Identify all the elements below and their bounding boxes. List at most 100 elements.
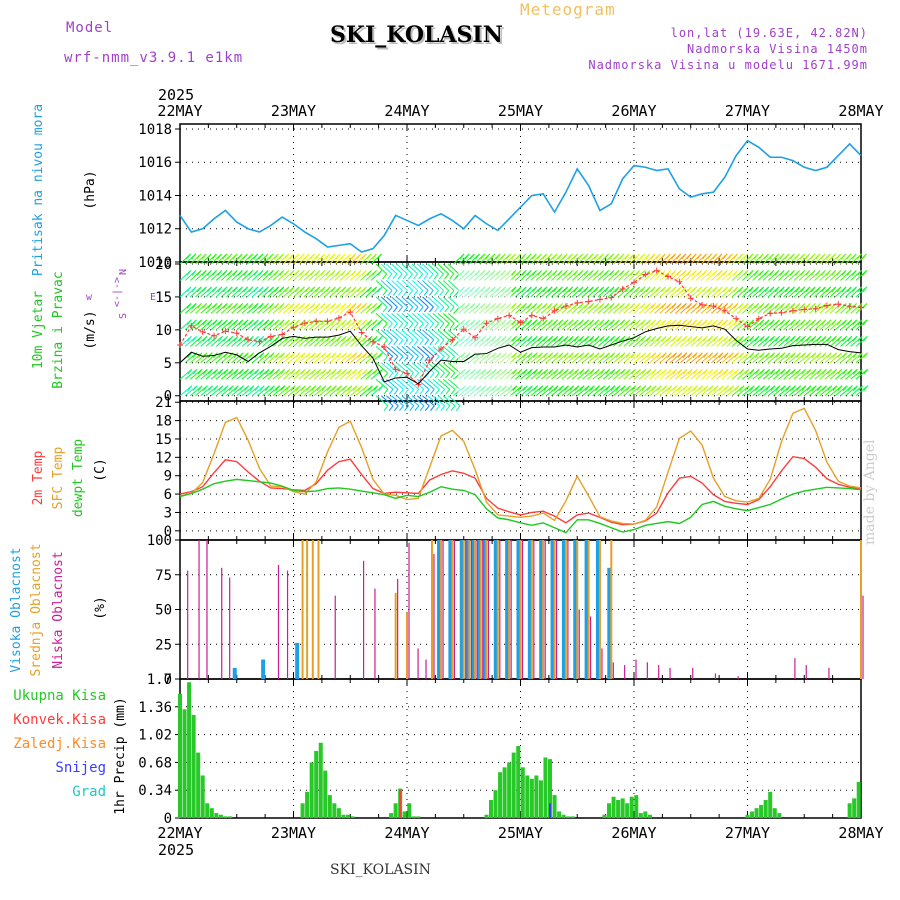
total-precip-bar — [305, 791, 310, 818]
wind-barb-flag — [305, 336, 311, 342]
wind-barb-flag — [574, 385, 580, 392]
total-precip-bar — [411, 816, 416, 818]
wind-barb-flag — [522, 368, 528, 375]
wind-barb-flag — [697, 319, 703, 326]
wind-barb — [597, 385, 611, 397]
wind-barb-flag — [826, 352, 832, 359]
wind-barb-flag — [295, 352, 301, 359]
wind-barb-flag — [630, 303, 636, 309]
wind-barb-flag — [682, 385, 688, 392]
wind-barb-flag — [672, 385, 678, 392]
wind-barb — [386, 296, 398, 308]
wind-barb-flag — [558, 336, 564, 342]
low-cloud-bar — [646, 662, 648, 679]
date-label-bottom: 28MAY — [838, 824, 883, 842]
wind-barb-flag — [862, 336, 868, 342]
wind-barb-flag — [827, 385, 833, 392]
wind-barb-flag — [398, 339, 404, 346]
wind-barb-flag — [825, 253, 831, 260]
wind-barb-flag — [398, 306, 403, 313]
wind-barb-flag — [284, 253, 290, 260]
wind-barb-flag — [223, 352, 229, 359]
wind-barb-flag — [584, 336, 590, 342]
wind-barb-flag — [408, 306, 414, 313]
wind-barb-flag — [784, 253, 790, 260]
wind-barb-flag — [615, 368, 621, 375]
wind-barb — [288, 385, 301, 397]
wind-barb — [411, 280, 424, 291]
wind-barb-flag — [795, 336, 801, 342]
wind-barb-flag — [372, 303, 378, 309]
wind-barb-flag — [413, 306, 419, 313]
wind-barb-flag — [708, 385, 714, 392]
wind-barb-flag — [212, 286, 218, 293]
wind-gust-marker — [483, 320, 490, 327]
snow-bar — [549, 803, 552, 818]
wind-barb-flag — [206, 253, 212, 260]
wind-barb-flag — [836, 270, 842, 276]
wind-barb-flag — [780, 336, 786, 342]
wind-barb-flag — [387, 306, 393, 313]
wind-barb-flag — [440, 388, 445, 395]
wind-barb-flag — [450, 388, 456, 395]
wind-barb-flag — [774, 303, 780, 309]
wind-barb-flag — [630, 319, 636, 326]
wind-barb-flag — [548, 368, 554, 375]
wind-barb-flag — [232, 270, 238, 276]
wind-barb-flag — [543, 385, 549, 392]
total-precip-bar — [525, 775, 530, 818]
wind-barb-flag — [594, 319, 600, 326]
wind-barb — [220, 385, 234, 397]
wind-barb-flag — [223, 319, 228, 326]
low-cloud-bar — [669, 667, 671, 679]
wind-barb-flag — [743, 253, 749, 260]
pressure-series-line — [179, 139, 862, 253]
wind-barb-flag — [769, 270, 775, 276]
wind-barb-flag — [810, 270, 816, 276]
wind-barb-flag — [795, 319, 801, 326]
wind-barb-flag — [258, 270, 264, 276]
wind-barb — [607, 385, 621, 397]
wind-barb-flag — [811, 336, 817, 342]
wind-barb-flag — [785, 385, 791, 392]
wind-barb-flag — [404, 405, 410, 412]
wind-barb-flag — [542, 303, 548, 309]
wind-barb — [721, 385, 734, 397]
total-precip-bar — [345, 814, 350, 818]
wind-barb-flag — [650, 286, 656, 293]
wind-barb-flag — [249, 368, 255, 375]
wind-barb-flag — [692, 303, 698, 309]
wind-barb — [700, 385, 714, 397]
wind-barb-flag — [403, 339, 409, 346]
total-precip-bar — [561, 814, 566, 818]
wind-gust-marker — [472, 334, 479, 341]
wind-barb-flag — [842, 352, 848, 359]
wind-barb-flag — [259, 336, 265, 342]
wind-barb-flag — [816, 385, 822, 392]
wind-barb-flag — [366, 253, 372, 260]
wind-barb — [731, 385, 745, 397]
wind-barb-flag — [722, 253, 728, 260]
wind-barb-flag — [269, 368, 275, 375]
wind-barb-flag — [197, 368, 203, 375]
wind-barb-flag — [558, 303, 563, 309]
wind-barb-flag — [331, 319, 337, 326]
wind-barb-flag — [397, 273, 403, 280]
wind-barb-flag — [837, 336, 842, 342]
wind-barb-flag — [356, 286, 362, 293]
wind-barb-flag — [408, 323, 414, 329]
wind-barb — [592, 385, 605, 397]
wind-barb-flag — [738, 303, 744, 309]
y-tick-label: 1.36 — [138, 700, 172, 716]
wind-barb — [396, 378, 409, 390]
wind-barb — [406, 296, 419, 308]
wind-barb-flag — [604, 286, 610, 293]
wind-barb-flag — [635, 319, 641, 326]
wind-barb-flag — [579, 336, 584, 342]
wind-barb-flag — [207, 270, 212, 276]
wind-barb-flag — [785, 336, 791, 342]
wind-barb-flag — [542, 319, 548, 326]
total-precip-bar — [502, 767, 507, 818]
wind-barb-flag — [352, 319, 357, 326]
wind-barb-flag — [826, 336, 832, 342]
